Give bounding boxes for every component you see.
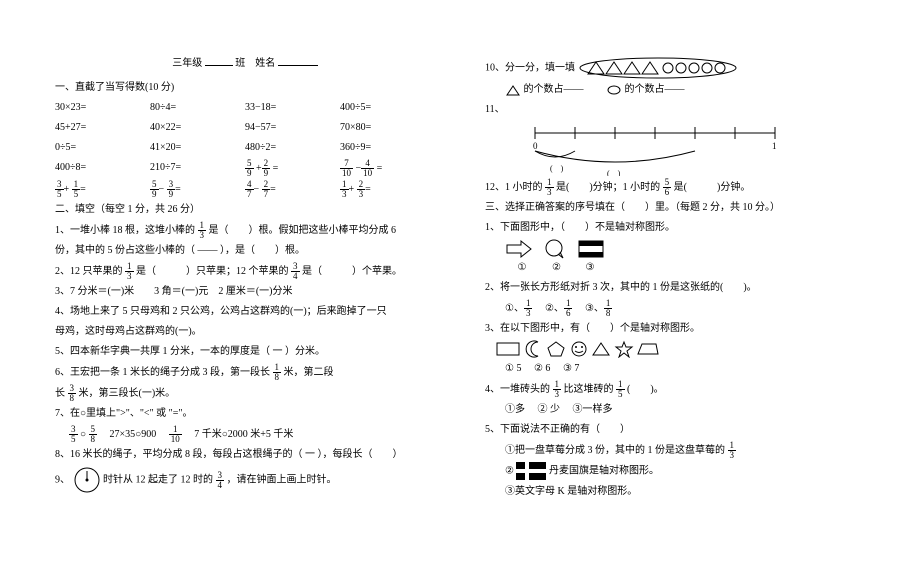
shapes-oval-icon <box>578 57 738 79</box>
rect-icon <box>495 340 521 358</box>
eq: 210÷7= <box>150 159 245 178</box>
section2-title: 二、填空（每空 1 分，共 26 分） <box>55 201 435 219</box>
eq: 59 +29 = <box>245 159 340 178</box>
eq-row-4: 400÷8= 210÷7= 59 +29 = 710 −410 = <box>55 159 435 178</box>
q3: 3、7 分米＝(一)米 3 角＝(一)元 2 厘米＝(一)分米 <box>55 283 435 301</box>
worksheet-page: 三年级 班 姓名 一、直截了当写得数(10 分) 30×23= 80÷4= 33… <box>0 0 920 565</box>
s3-q3-shapes <box>485 340 865 358</box>
opt-label: ① <box>505 259 539 277</box>
q1: 1、一堆小棒 18 根，这堆小棒的 13 是（ ）根。假如把这些小棒平均分成 6 <box>55 221 435 240</box>
grade-label: 三年级 <box>172 58 202 69</box>
eq: 59− 39= <box>150 180 245 199</box>
q4a: 4、场地上来了 5 只母鸡和 2 只公鸡，公鸡占这群鸡的(一)；后来跑掉了一只 <box>55 303 435 321</box>
speech-bubble-icon <box>543 239 567 259</box>
eq: 33−18= <box>245 99 340 117</box>
eq: 41×20= <box>150 139 245 157</box>
q1b: 份，其中的 5 份占这些小棒的（ —— ），是（ ）根。 <box>55 242 435 260</box>
eq: 47− 27= <box>245 180 340 199</box>
svg-text:( ): ( ) <box>550 164 564 173</box>
circle-icon <box>606 84 622 96</box>
s3-q5-1: ①把一盘草莓分成 3 份，其中的 1 份是这盘草莓的 13 <box>485 441 865 460</box>
q5: 5、四本新华字典一共厚 1 分米，一本的厚度是（ 一 ）分米。 <box>55 343 435 361</box>
eq: 30×23= <box>55 99 150 117</box>
eq: 400÷8= <box>55 159 150 178</box>
section3-title: 三、选择正确答案的序号填在（ ）里。（每题 2 分，共 10 分。） <box>485 199 865 217</box>
right-column: 10、分一分，填一填 的个数占—— 的个数占—— 11、 <box>460 55 890 545</box>
q9: 9、 时针从 12 起走了 12 时的 34 ，请在钟面上画上时针。 <box>55 466 435 494</box>
eq: 480÷2= <box>245 139 340 157</box>
pentagon-icon <box>546 340 566 358</box>
q7b: 35 ○ 58 27×35○900 110 7 千米○2000 米+5 千米 <box>55 425 435 444</box>
s3-q3: 3、在以下图形中，有（ ）个是轴对称图形。 <box>485 320 865 338</box>
eq-row-5: 35+ 15= 59− 39= 47− 27= 13+ 23= <box>55 180 435 199</box>
smiley-icon <box>569 340 589 358</box>
number-line-diagram: 0 1 ( ) ( ) <box>525 121 785 176</box>
name-label: 姓名 <box>255 58 275 69</box>
opt-label: ③ <box>574 259 606 277</box>
q6-line2: 长 38 米，第三段长(一)米。 <box>55 384 435 403</box>
triangle-icon <box>505 84 521 96</box>
s3-q1: 1、下面图形中，（ ）不是轴对称图形。 <box>485 219 865 237</box>
opt-label: ② <box>542 259 572 277</box>
moon-icon <box>524 340 544 358</box>
s3-q5-2: ② 丹麦国旗是轴对称图形。 <box>485 462 865 480</box>
eq: 45+27= <box>55 119 150 137</box>
q2: 2、12 只苹果的 13 是（ ）只苹果；12 个苹果的 34 是（ ）个苹果。 <box>55 262 435 281</box>
flag-icon <box>577 239 605 259</box>
eq-row-3: 0÷5= 41×20= 480÷2= 360÷9= <box>55 139 435 157</box>
eq-row-1: 30×23= 80÷4= 33−18= 400÷5= <box>55 99 435 117</box>
eq: 710 −410 = <box>340 159 435 178</box>
triangle-icon <box>591 340 611 358</box>
clock-icon <box>73 466 101 494</box>
q10-sub: 的个数占—— 的个数占—— <box>485 81 865 99</box>
section1-title: 一、直截了当写得数(10 分) <box>55 79 435 97</box>
s3-q3-opts: ① 5 ② 6 ③ 7 <box>485 360 865 378</box>
s3-q1-shapes: ① ② ③ <box>485 239 865 277</box>
q7a: 7、在○里填上">"、"<" 或 "="。 <box>55 405 435 423</box>
svg-text:( ): ( ) <box>607 169 621 176</box>
eq: 80÷4= <box>150 99 245 117</box>
s3-q2: 2、将一张长方形纸对折 3 次，其中的 1 份是这张纸的( )。 <box>485 279 865 297</box>
eq: 70×80= <box>340 119 435 137</box>
s3-q5-3: ③英文字母 K 是轴对称图形。 <box>485 483 865 501</box>
page-header: 三年级 班 姓名 <box>55 55 435 73</box>
arrow-shape-icon <box>505 239 533 259</box>
eq: 0÷5= <box>55 139 150 157</box>
star-icon <box>614 340 634 358</box>
s3-q2-opts: ①、13 ②、16 ③、18 <box>485 299 865 318</box>
svg-text:0: 0 <box>533 141 538 151</box>
denmark-flag-icon <box>516 462 546 480</box>
eq-row-2: 45+27= 40×22= 94−57= 70×80= <box>55 119 435 137</box>
class-blank <box>205 55 233 66</box>
trapezoid-icon <box>636 340 660 358</box>
q8: 8、16 米长的绳子，平均分成 8 段，每段占这根绳子的（ 一 ），每段长（ ） <box>55 446 435 464</box>
q6: 6、王宏把一条 1 米长的绳子分成 3 段，第一段长 18 米，第二段 <box>55 363 435 382</box>
eq: 40×22= <box>150 119 245 137</box>
s3-q5: 5、下面说法不正确的有（ ） <box>485 421 865 439</box>
name-blank <box>278 55 318 66</box>
q12: 12、1 小时的 13 是( )分钟；1 小时的 56 是( )分钟。 <box>485 178 865 197</box>
eq: 35+ 15= <box>55 180 150 199</box>
q10: 10、分一分，填一填 <box>485 57 865 79</box>
svg-text:1: 1 <box>772 141 777 151</box>
eq: 400÷5= <box>340 99 435 117</box>
s3-q4-opts: ①多 ② 少 ③一样多 <box>485 401 865 419</box>
eq: 360÷9= <box>340 139 435 157</box>
q4b: 母鸡，这时母鸡占这群鸡的(一)。 <box>55 323 435 341</box>
eq: 94−57= <box>245 119 340 137</box>
s3-q4: 4、一堆砖头的 13 比这堆砖的 15 ( )。 <box>485 380 865 399</box>
left-column: 三年级 班 姓名 一、直截了当写得数(10 分) 30×23= 80÷4= 33… <box>30 55 460 545</box>
class-label: 班 <box>235 58 245 69</box>
eq: 13+ 23= <box>340 180 435 199</box>
q11: 11、 <box>485 101 865 119</box>
